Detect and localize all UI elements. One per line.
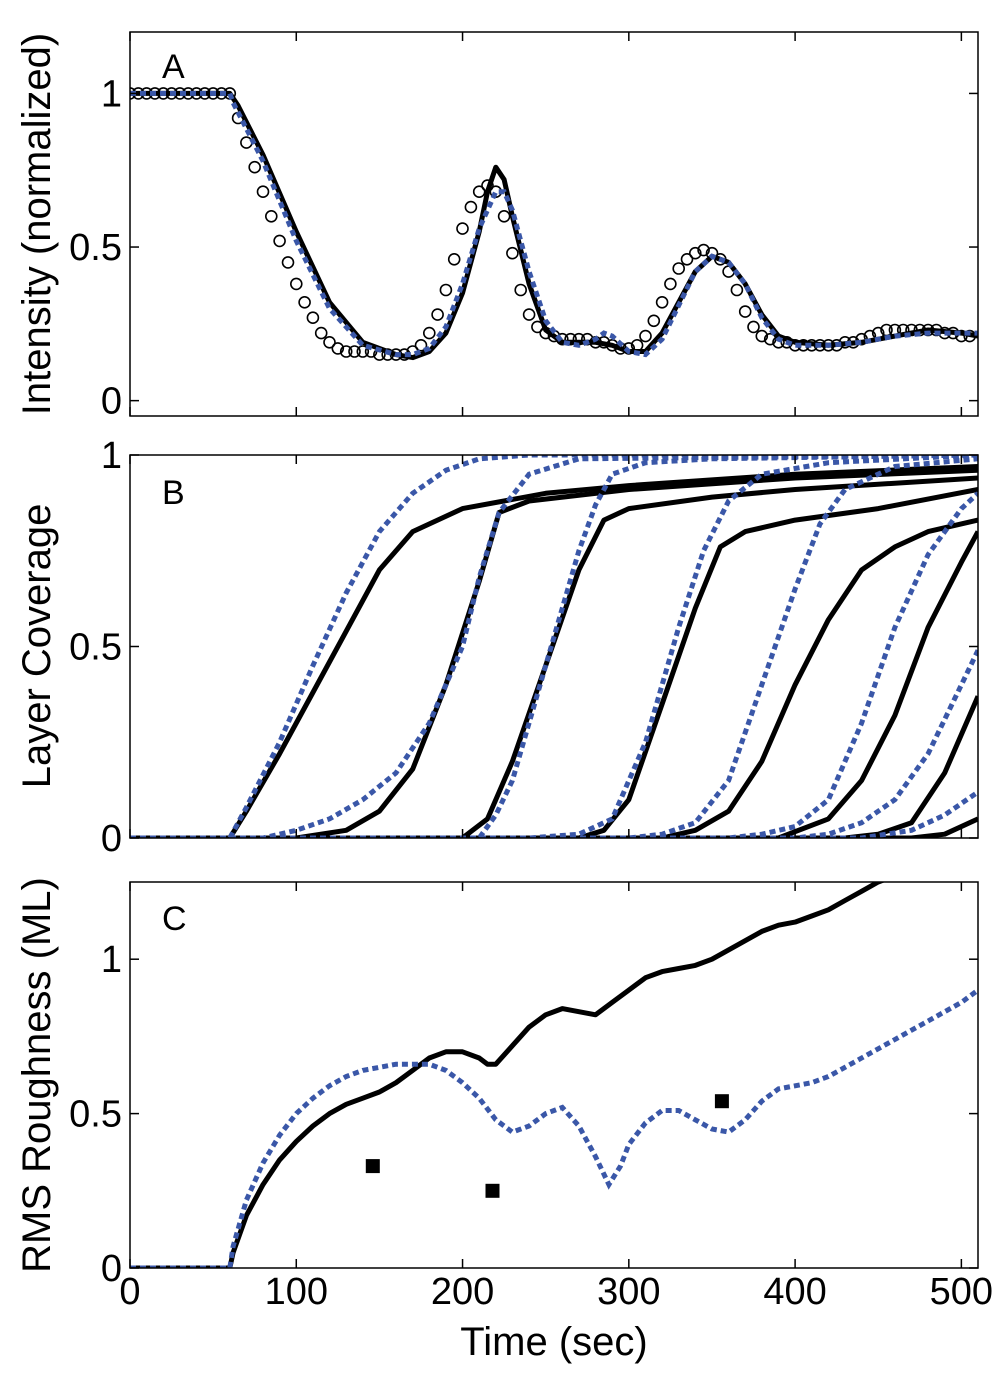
panel-a-data-point: [314, 326, 328, 340]
panel-c: 0 100 200 300 400 500 0 0.5 1 C RMS Roughness (M…: [15, 877, 993, 1313]
panel-a-frame: [129, 31, 979, 417]
panel-a-data-point: [464, 200, 478, 214]
panel-c-measurement-square: [485, 1183, 500, 1198]
panel-a-data-point: [256, 185, 270, 198]
panel-a-data-point: [447, 252, 461, 266]
panel-c-x-tick-label: 100: [265, 1271, 328, 1313]
panel-b-series-3-solid-line: [130, 487, 978, 838]
panel-c-series-0-solid-line: [130, 882, 886, 1268]
panel-a-letter: A: [162, 48, 185, 86]
panel-a-ticks: 00.51: [69, 32, 978, 423]
panel-c-frame: [129, 881, 979, 1269]
panel-a-data-point: [356, 345, 370, 358]
panel-b-marks: [130, 455, 978, 838]
panel-a-data-point: [697, 243, 710, 257]
panel-a-data-point: [730, 283, 744, 297]
panel-b-series-13-dotted-line: [130, 491, 978, 838]
panel-a-series-2-dotted-line: [130, 90, 978, 358]
panel-c-y-axis-label: RMS Roughness (ML): [15, 877, 59, 1273]
panel-a-data-point: [688, 246, 702, 260]
panel-a-y-tick-label: 0: [101, 381, 122, 423]
panel-b-series-12-dotted-line: [130, 456, 978, 838]
panel-a-data-point: [281, 256, 295, 269]
panel-b-y-tick-label: 1: [101, 435, 122, 477]
panel-c-x-tick-label: 0: [119, 1271, 140, 1313]
panel-a-data-point: [664, 277, 677, 291]
panel-a-data-point: [348, 345, 361, 358]
panel-a-data-point: [414, 338, 428, 352]
panel-b-series-2-solid-line: [130, 475, 978, 838]
panel-a-data-point: [755, 329, 769, 343]
panel-c-measurement-square: [714, 1094, 729, 1109]
panel-b-y-tick-label: 0: [101, 818, 122, 860]
panel-a-data-point: [639, 329, 652, 343]
panel-a-data-point: [497, 210, 511, 223]
panel-b-series-5-solid-line: [130, 530, 978, 838]
panel-a-data-point: [240, 136, 253, 149]
panel-c-series-1-dotted-line: [130, 988, 978, 1268]
panel-b-series-6-solid-line: [130, 695, 978, 838]
panel-b-y-tick-label: 0.5: [69, 627, 122, 669]
panel-a-data-point: [439, 283, 453, 297]
panel-a-data-point: [298, 295, 311, 309]
panel-c-x-tick-label: 400: [763, 1271, 826, 1313]
panel-a-data-point: [248, 160, 261, 174]
panel-a-data-point: [738, 305, 752, 318]
panel-b-series-10-dotted-line: [130, 455, 978, 838]
panel-a-data-point: [522, 308, 536, 321]
panel-b-series-11-dotted-line: [130, 455, 978, 838]
panel-a-data-point: [289, 277, 303, 291]
panel-a-data-point: [331, 342, 345, 355]
panel-b-ticks: 00.51: [69, 435, 978, 860]
panel-c-y-tick-label: 0.5: [69, 1094, 122, 1136]
panel-b-series-1-solid-line: [130, 467, 978, 838]
panel-b-series-8-dotted-line: [130, 455, 978, 838]
panel-a-data-point: [514, 283, 528, 297]
panel-a-y-tick-label: 0.5: [69, 227, 122, 269]
panel-a: 00.51 A Intensity (normalized): [15, 31, 979, 423]
panel-a-data-point: [647, 314, 661, 328]
panel-c-letter: C: [162, 900, 187, 938]
panel-a-data-point: [431, 308, 444, 321]
panel-c-x-tick-label: 500: [930, 1271, 993, 1313]
panel-a-data-point: [747, 320, 760, 334]
panel-b-series-7-solid-line: [130, 816, 978, 838]
panel-a-data-point: [306, 311, 320, 325]
panel-a-series-1-solid-line: [130, 90, 978, 361]
panel-a-marks: [130, 87, 978, 361]
panel-b-letter: B: [162, 474, 185, 512]
panel-a-data-point: [273, 234, 286, 248]
x-axis-label: Time (sec): [460, 1320, 647, 1364]
panel-a-data-point: [456, 222, 469, 235]
panel-b-y-axis-label: Layer Coverage: [15, 504, 59, 789]
panel-c-x-tick-label: 300: [597, 1271, 660, 1313]
panel-b-series-14-dotted-line: [130, 649, 978, 838]
panel-c-marks: [130, 882, 978, 1268]
panel-b-series-15-dotted-line: [130, 789, 978, 838]
panel-a-data-point: [323, 335, 336, 349]
panel-a-data-point: [472, 185, 486, 198]
panel-b: 00.51 B Layer Coverage: [15, 435, 979, 860]
panel-a-y-axis-label: Intensity (normalized): [15, 33, 59, 415]
panel-b-series-9-dotted-line: [130, 455, 978, 838]
panel-a-data-point: [339, 345, 353, 358]
panel-a-data-point: [506, 246, 519, 260]
panel-a-data-point: [422, 326, 436, 340]
panel-c-y-tick-label: 0: [101, 1248, 122, 1290]
panel-c-y-tick-label: 1: [101, 939, 122, 981]
panel-a-y-tick-label: 1: [101, 73, 122, 115]
panel-b-series-4-solid-line: [130, 517, 978, 838]
panel-c-x-tick-label: 200: [431, 1271, 494, 1313]
panel-a-data-point: [672, 262, 686, 275]
panel-a-data-point: [264, 210, 278, 223]
panel-a-data-point: [680, 252, 694, 266]
panel-a-data-point: [655, 295, 669, 309]
panel-c-ticks: 0 100 200 300 400 500 0 0.5 1: [69, 882, 993, 1313]
panel-c-measurement-square: [365, 1159, 380, 1174]
